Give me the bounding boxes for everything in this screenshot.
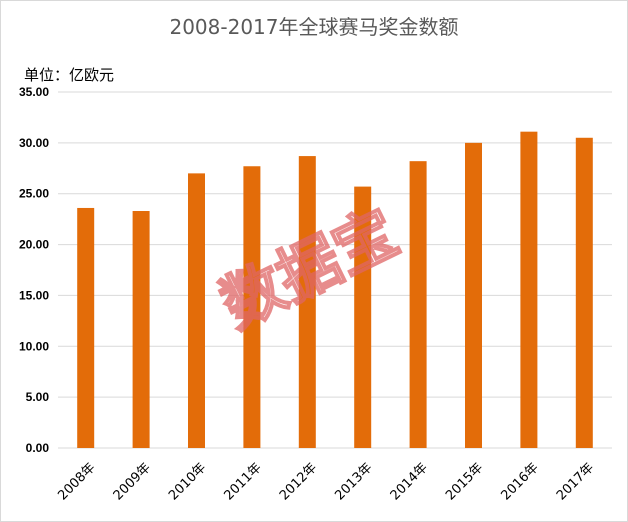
x-tick-label: 2010年	[166, 460, 209, 503]
x-axis-ticks: 2008年 2009年 2010年 2011年 2012年 2013年 2014年 2015年…	[55, 460, 597, 503]
x-tick-label: 2008年	[55, 460, 98, 503]
y-tick-label: 0.00	[26, 441, 50, 455]
x-tick-label: 2009年	[111, 460, 154, 503]
y-axis-ticks: 0.00 5.00 10.00 15.00 20.00 25.00 30.00 35.00	[19, 85, 49, 455]
x-tick-label: 2014年	[388, 460, 431, 503]
x-tick-label: 2017年	[554, 460, 597, 503]
bar	[243, 166, 261, 448]
y-tick-label: 35.00	[19, 85, 49, 99]
x-tick-label: 2016年	[499, 460, 542, 503]
unit-label: 单位：亿欧元	[24, 66, 114, 84]
bar	[188, 173, 205, 448]
x-tick-label: 2015年	[443, 460, 486, 503]
y-tick-label: 30.00	[19, 136, 49, 150]
chart-title: 2008-2017年全球赛马奖金数额	[169, 15, 458, 39]
bar	[354, 186, 372, 448]
y-tick-label: 10.00	[19, 339, 49, 353]
bar	[465, 142, 482, 448]
y-tick-label: 5.00	[26, 390, 50, 404]
x-tick-label: 2013年	[332, 460, 375, 503]
gridlines	[58, 91, 612, 449]
y-tick-label: 20.00	[19, 238, 49, 252]
bar	[298, 156, 316, 448]
bar	[520, 131, 538, 448]
bar	[409, 161, 427, 448]
bar	[575, 137, 593, 448]
y-tick-label: 15.00	[19, 288, 49, 302]
x-tick-label: 2011年	[222, 460, 265, 503]
bars	[77, 131, 593, 448]
bar	[77, 207, 95, 448]
bar	[132, 211, 150, 448]
x-tick-label: 2012年	[277, 460, 320, 503]
y-tick-label: 25.00	[19, 187, 49, 201]
